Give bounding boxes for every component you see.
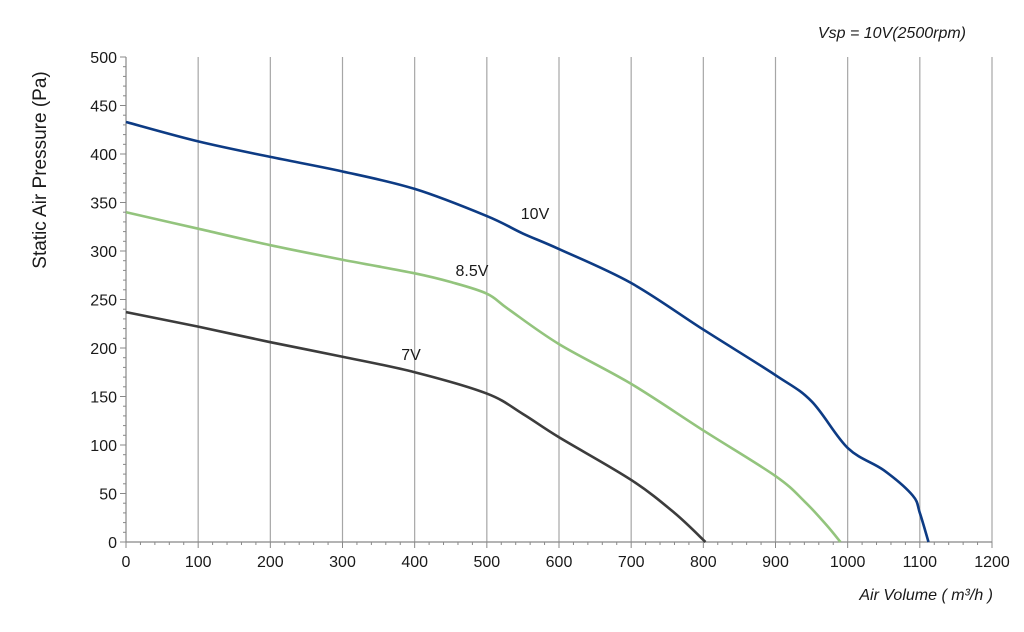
series-line-1 [125, 120, 930, 543]
x-tick-label: 1200 [974, 554, 1010, 571]
x-tick-label: 500 [473, 554, 500, 571]
y-tick-labels: 0 50 100 150 200 250 300 350 400 450 500 [90, 50, 117, 552]
x-tick-label: 800 [690, 554, 717, 571]
series-label-1: 10V [521, 206, 550, 223]
x-tick-label: 1000 [830, 554, 866, 571]
x-tick-label: 200 [257, 554, 284, 571]
x-tick-labels: 0 100 200 300 400 500 600 700 800 900 1000 1100 1200 [122, 554, 1010, 571]
x-tick-label: 600 [546, 554, 573, 571]
y-tick-label: 50 [99, 487, 117, 504]
series-line-2 [125, 210, 842, 543]
y-tick-label: 300 [90, 244, 117, 261]
x-axis-title: Air Volume ( m³/h ) [858, 587, 993, 604]
series-line-3 [125, 310, 707, 543]
x-tick-label: 900 [762, 554, 789, 571]
speed-annotation: Vsp = 10V(2500rpm) [818, 25, 966, 42]
y-tick-label: 100 [90, 438, 117, 455]
x-tick-label: 700 [618, 554, 645, 571]
x-tick-label: 400 [401, 554, 428, 571]
y-tick-label: 150 [90, 390, 117, 407]
x-tick-label: 0 [122, 554, 131, 571]
y-tick-label: 350 [90, 196, 117, 213]
x-tick-label: 100 [185, 554, 212, 571]
series-label-2: 8.5V [456, 263, 489, 280]
series-lines [125, 120, 930, 543]
series-labels: 10V 8.5V 7V [401, 206, 549, 364]
axes [120, 56, 993, 548]
y-tick-label: 450 [90, 99, 117, 116]
series-label-3: 7V [401, 347, 421, 364]
y-tick-label: 200 [90, 341, 117, 358]
x-tick-label: 300 [329, 554, 356, 571]
y-tick-label: 400 [90, 147, 117, 164]
y-axis-title: Static Air Pressure (Pa) [30, 71, 51, 268]
x-tick-label: 1100 [903, 554, 938, 571]
y-tick-label: 250 [90, 293, 117, 310]
y-tick-label: 0 [108, 535, 117, 552]
y-tick-label: 500 [90, 50, 117, 67]
grid-lines [197, 57, 993, 542]
